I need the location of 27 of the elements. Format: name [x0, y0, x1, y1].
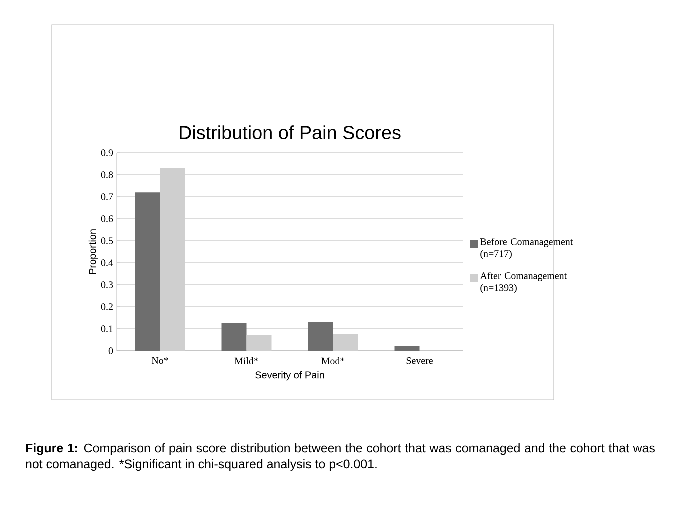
y-tick-label: 0.9 — [101, 150, 114, 156]
bar — [394, 346, 420, 351]
y-tick-label: 0.6 — [101, 216, 114, 222]
y-tick-label: 0.8 — [101, 172, 114, 178]
y-tick-label: 0.2 — [101, 304, 113, 310]
x-tick-label: Mild* — [234, 358, 258, 365]
x-axis-title: Severity of Pain — [256, 371, 324, 381]
bar — [160, 168, 186, 351]
chart-title: Distribution of Pain Scores — [180, 126, 401, 140]
y-tick-label: 0.7 — [101, 194, 114, 200]
text: Figure 1: Comparison of pain score distribution between the cohort that was comanaged and the cohort that was not comanaged. *Significant in chi-squared analysis to p<0.001. — [26, 444, 655, 472]
bar — [246, 334, 272, 351]
y-tick-label: 0.1 — [101, 326, 113, 332]
x-tick-label: Mod* — [322, 358, 345, 365]
legend-label: After Comanagement (n=1393) — [480, 272, 568, 294]
y-tick-label: 0.4 — [101, 260, 114, 266]
x-tick-label: Severe — [406, 358, 433, 364]
bar — [333, 334, 358, 351]
legend-label: Before Comanagement (n=717) — [480, 238, 574, 260]
y-tick-label: 0.5 — [101, 238, 114, 244]
y-tick-label: 0 — [108, 348, 114, 354]
y-axis-title: Proportion — [88, 230, 98, 274]
bar — [222, 324, 247, 351]
y-tick-label: 0.3 — [101, 282, 114, 288]
x-tick-label: No* — [152, 358, 168, 364]
bar — [135, 192, 160, 351]
bar — [308, 322, 334, 351]
